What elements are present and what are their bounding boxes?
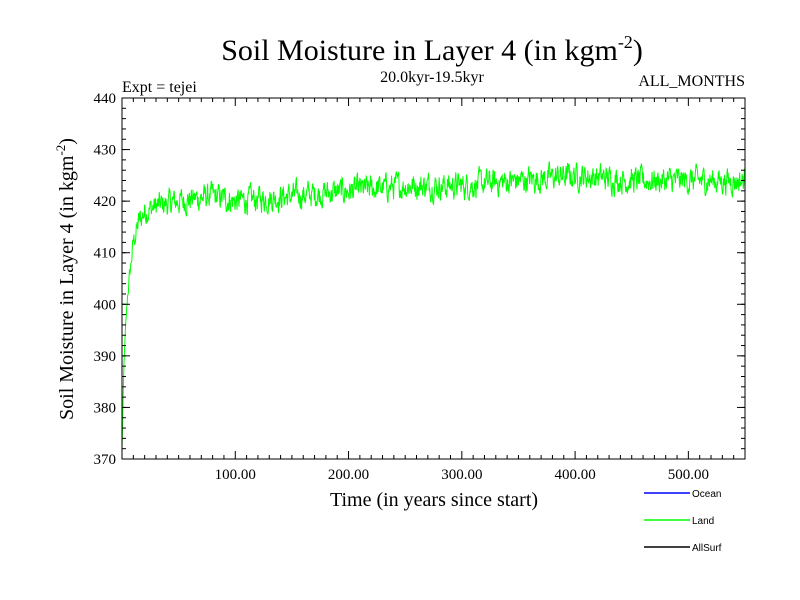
- subtitle-expt: Expt = tejei: [122, 79, 197, 96]
- y-tick-label: 410: [94, 246, 117, 262]
- x-tick-label: 200.00: [328, 467, 369, 483]
- y-tick-label: 390: [94, 349, 117, 365]
- y-tick-label: 440: [94, 91, 117, 107]
- y-tick-label: 370: [94, 452, 117, 468]
- x-axis-label: Time (in years since start): [330, 489, 538, 511]
- x-tick-label: 500.00: [668, 467, 709, 483]
- legend-label-ocean: Ocean: [692, 489, 721, 500]
- x-tick-label: 400.00: [554, 467, 595, 483]
- y-tick-label: 380: [94, 400, 117, 416]
- subtitle-months: ALL_MONTHS: [638, 73, 745, 90]
- legend: Ocean Land AllSurf: [644, 489, 722, 554]
- y-axis: 370 380 390 400 410 420 430 440: [94, 91, 745, 468]
- y-tick-label: 420: [94, 194, 117, 210]
- y-axis-label: Soil Moisture in Layer 4 (in kgm-2): [53, 138, 78, 420]
- subtitle-period: 20.0kyr-19.5kyr: [380, 69, 484, 86]
- legend-label-land: Land: [692, 516, 714, 527]
- x-tick-label: 300.00: [441, 467, 482, 483]
- x-tick-label: 100.00: [215, 467, 256, 483]
- land-series-line: [122, 161, 745, 448]
- chart-title: Soil Moisture in Layer 4 (in kgm-2): [221, 32, 643, 67]
- y-tick-label: 430: [94, 143, 117, 159]
- legend-label-allsurf: AllSurf: [692, 543, 722, 554]
- plot-frame: [121, 97, 746, 460]
- x-axis: 100.00 200.00 300.00 400.00 500.00: [132, 98, 735, 483]
- y-tick-label: 400: [94, 297, 117, 313]
